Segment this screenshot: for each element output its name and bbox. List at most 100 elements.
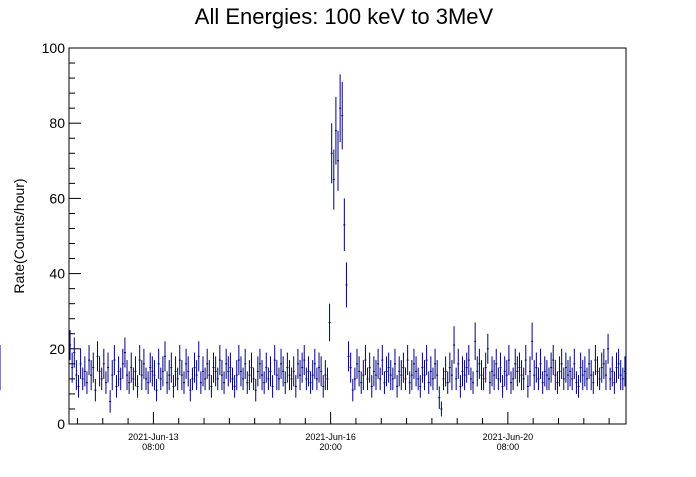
data-point <box>248 360 251 391</box>
data-point <box>385 356 388 387</box>
data-point <box>406 345 409 376</box>
data-point <box>180 360 183 391</box>
data-point <box>225 348 228 379</box>
data-point <box>419 375 422 398</box>
data-point <box>556 371 559 394</box>
data-point <box>611 356 614 387</box>
data-point <box>621 367 624 391</box>
data-point <box>85 371 88 394</box>
data-point <box>299 360 302 391</box>
data-point <box>77 375 80 398</box>
data-point <box>377 348 380 379</box>
data-point <box>402 352 405 383</box>
data-point <box>398 356 401 387</box>
data-point <box>444 356 447 387</box>
data-point <box>497 367 500 391</box>
data-point <box>400 360 403 391</box>
data-point <box>541 371 544 394</box>
data-point <box>609 367 612 391</box>
data-point <box>187 356 190 387</box>
data-point <box>157 348 160 379</box>
data-point <box>368 352 371 383</box>
data-point <box>355 348 358 379</box>
data-point <box>343 198 346 252</box>
data-point <box>92 352 95 383</box>
data-point <box>469 367 472 391</box>
data-point <box>237 345 240 376</box>
data-point <box>83 356 86 387</box>
data-point <box>199 371 202 394</box>
data-point <box>250 352 253 383</box>
data-point <box>261 360 264 391</box>
data-point <box>201 356 204 387</box>
data-point <box>524 345 527 376</box>
data-point <box>267 367 270 391</box>
data-point <box>71 352 74 383</box>
data-point <box>467 345 470 376</box>
data-point <box>383 371 386 394</box>
data-point <box>579 352 582 383</box>
data-point <box>360 371 363 394</box>
data-point <box>324 360 327 391</box>
data-point <box>288 360 291 391</box>
data-point <box>421 352 424 383</box>
data-point <box>491 356 494 387</box>
data-point <box>535 352 538 383</box>
data-point <box>526 375 529 398</box>
data-point <box>391 367 394 391</box>
data-point <box>121 348 124 379</box>
data-point <box>212 352 215 383</box>
x-tick-label-time: 20:00 <box>319 442 342 452</box>
data-point <box>263 371 266 394</box>
data-point <box>364 345 367 376</box>
data-point <box>374 360 377 391</box>
data-point <box>488 371 491 394</box>
data-point <box>453 326 456 364</box>
data-point <box>258 348 261 379</box>
data-point <box>592 371 595 394</box>
data-point <box>284 371 287 394</box>
data-point <box>495 348 498 379</box>
data-point <box>119 367 122 391</box>
data-point <box>431 367 434 391</box>
data-point <box>242 367 245 391</box>
data-point <box>345 262 348 308</box>
y-tick-label: 80 <box>49 115 65 131</box>
data-point <box>126 360 129 391</box>
data-point <box>109 390 112 413</box>
data-point <box>138 345 141 376</box>
data-point <box>155 378 158 402</box>
data-point <box>185 348 188 379</box>
data-point <box>571 367 574 391</box>
data-point <box>562 367 565 391</box>
data-point <box>370 375 373 398</box>
data-point <box>296 348 299 379</box>
data-point <box>425 345 428 376</box>
data-point <box>583 356 586 387</box>
data-point <box>115 375 118 398</box>
data-point <box>79 348 82 379</box>
data-point <box>117 356 120 387</box>
data-point <box>90 360 93 391</box>
data-point <box>282 356 285 387</box>
data-point <box>286 352 289 383</box>
data-point <box>465 352 468 383</box>
data-point <box>573 348 576 379</box>
x-tick-label-time: 08:00 <box>142 442 165 452</box>
data-point <box>216 367 219 391</box>
data-point <box>69 330 72 361</box>
data-point <box>328 303 331 342</box>
data-point <box>273 345 276 376</box>
data-point <box>596 356 599 387</box>
data-point <box>547 367 550 391</box>
data-point <box>499 352 502 383</box>
data-point <box>128 371 131 394</box>
data-point <box>134 356 137 387</box>
data-point <box>320 356 323 387</box>
data-point <box>379 367 382 391</box>
data-point <box>472 371 475 394</box>
data-point <box>366 367 369 391</box>
data-point <box>381 345 384 376</box>
